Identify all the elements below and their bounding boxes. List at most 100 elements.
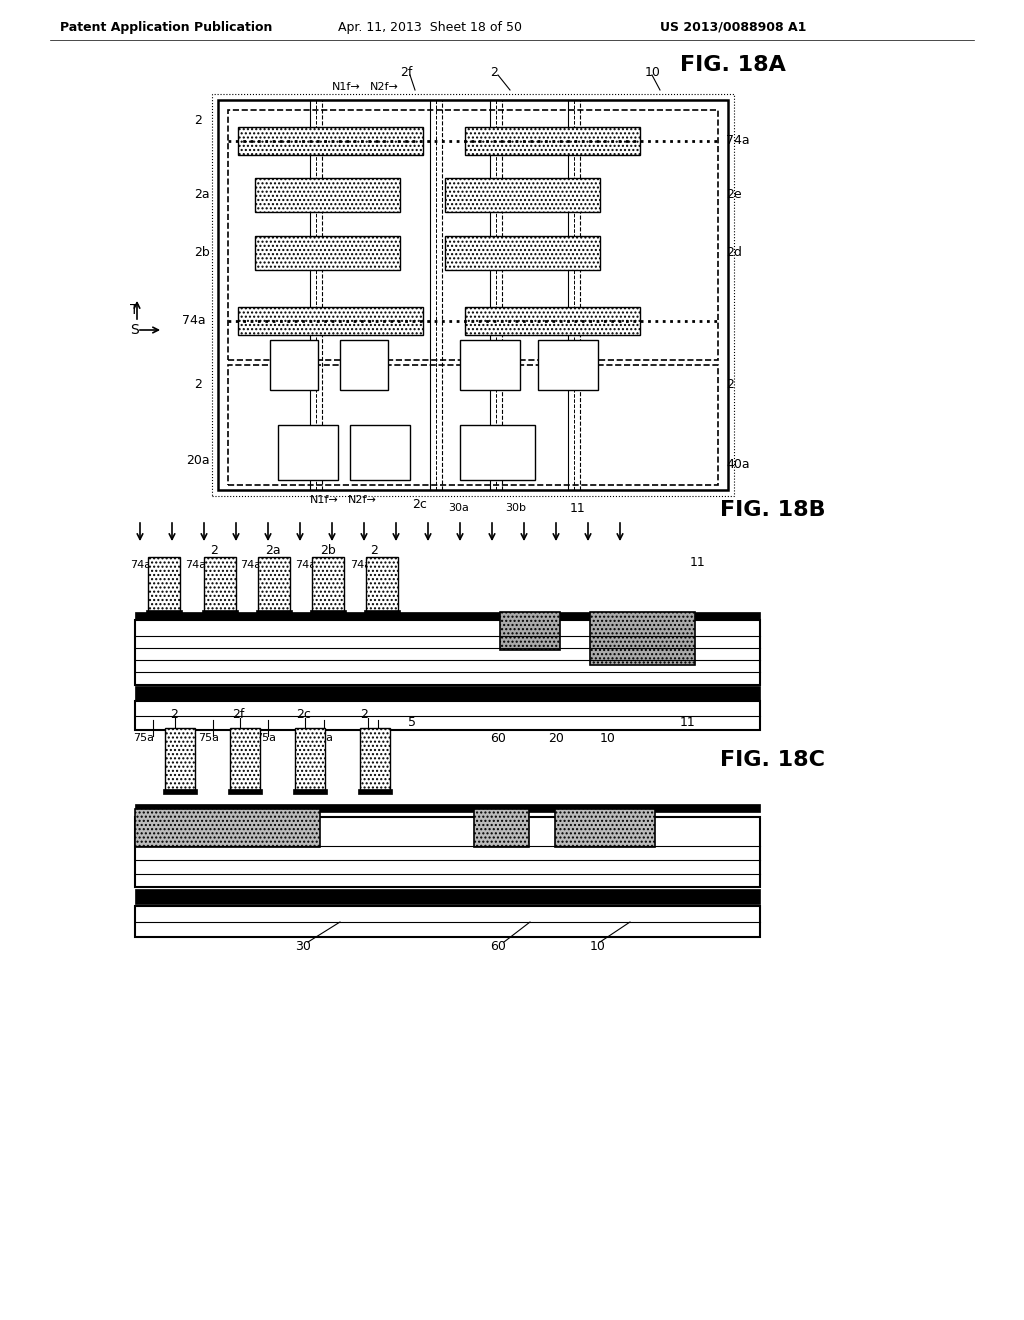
Bar	[135, 809, 319, 847]
Bar	[238, 308, 423, 335]
Text: N2f→: N2f→	[370, 82, 399, 92]
Text: 2b: 2b	[319, 544, 336, 557]
Text: 75a: 75a	[312, 733, 333, 743]
Text: FIG. 18A: FIG. 18A	[680, 55, 785, 75]
Bar	[165, 729, 195, 789]
Bar	[255, 178, 400, 213]
Bar	[465, 127, 640, 154]
Bar	[228, 366, 718, 484]
Text: 2: 2	[726, 378, 734, 391]
Text: 2a: 2a	[194, 189, 210, 202]
Text: 5: 5	[408, 717, 416, 730]
Bar	[366, 557, 398, 612]
Text: 2: 2	[360, 709, 368, 722]
Bar	[460, 425, 535, 480]
Bar	[500, 612, 560, 649]
Bar	[590, 612, 695, 665]
Text: 75a: 75a	[198, 733, 219, 743]
Bar	[256, 610, 292, 614]
Text: 11: 11	[690, 556, 706, 569]
Text: 2: 2	[194, 378, 202, 391]
Text: 2a: 2a	[265, 544, 281, 557]
Text: S: S	[130, 323, 138, 337]
Bar	[146, 610, 182, 614]
Text: 11: 11	[680, 715, 695, 729]
Bar	[135, 804, 760, 812]
Bar	[538, 341, 598, 389]
Bar	[270, 341, 318, 389]
Text: 60: 60	[490, 731, 506, 744]
Bar	[295, 729, 325, 789]
Bar	[445, 178, 600, 213]
Text: 2c: 2c	[296, 709, 311, 722]
Text: 30b: 30b	[505, 503, 526, 513]
Text: Apr. 11, 2013  Sheet 18 of 50: Apr. 11, 2013 Sheet 18 of 50	[338, 21, 522, 33]
Text: 60: 60	[490, 940, 506, 953]
Bar	[148, 557, 180, 612]
Text: FIG. 18B: FIG. 18B	[720, 500, 825, 520]
Bar	[135, 906, 760, 937]
Bar	[218, 100, 728, 490]
Text: US 2013/0088908 A1: US 2013/0088908 A1	[660, 21, 806, 33]
Bar	[230, 729, 260, 789]
Text: 30: 30	[295, 940, 311, 953]
Text: 10: 10	[645, 66, 660, 78]
Text: 2: 2	[210, 544, 218, 557]
Text: 2b: 2b	[194, 247, 210, 260]
Bar	[364, 610, 400, 614]
Text: 74a: 74a	[185, 560, 206, 570]
Text: 10: 10	[600, 731, 615, 744]
Bar	[360, 729, 390, 789]
Bar	[228, 789, 262, 795]
Bar	[258, 557, 290, 612]
Text: 74a: 74a	[350, 560, 371, 570]
Text: 30a: 30a	[449, 503, 469, 513]
Bar	[310, 610, 346, 614]
Bar	[340, 341, 388, 389]
Text: 2e: 2e	[726, 189, 741, 202]
Bar	[202, 610, 238, 614]
Bar	[255, 236, 400, 271]
Bar	[358, 789, 392, 795]
Bar	[135, 888, 760, 904]
Text: 74a: 74a	[182, 314, 206, 327]
Text: 74a: 74a	[726, 135, 750, 148]
Text: 2: 2	[490, 66, 498, 78]
Bar	[204, 557, 236, 612]
Text: 75a: 75a	[365, 733, 386, 743]
Text: 5: 5	[165, 743, 172, 752]
Text: 74a: 74a	[130, 560, 152, 570]
Bar	[312, 557, 344, 612]
Text: 75a: 75a	[133, 733, 154, 743]
Text: N1f→: N1f→	[332, 82, 360, 92]
Bar	[555, 809, 655, 847]
Text: 40a: 40a	[726, 458, 750, 471]
Text: 2f: 2f	[400, 66, 413, 78]
Text: 2: 2	[194, 114, 202, 127]
Text: 2c: 2c	[412, 498, 427, 511]
Text: Patent Application Publication: Patent Application Publication	[60, 21, 272, 33]
Bar	[278, 425, 338, 480]
Text: 2d: 2d	[726, 247, 741, 260]
Bar	[445, 236, 600, 271]
Bar	[135, 701, 760, 730]
Text: 20: 20	[548, 731, 564, 744]
Bar	[350, 425, 410, 480]
Text: FIG. 18C: FIG. 18C	[720, 750, 825, 770]
Bar	[228, 110, 718, 360]
Bar	[135, 686, 760, 700]
Bar	[212, 94, 734, 496]
Bar	[135, 612, 760, 620]
Bar	[293, 789, 327, 795]
Bar	[135, 620, 760, 685]
Text: 2f: 2f	[232, 709, 245, 722]
Text: 20a: 20a	[186, 454, 210, 466]
Bar	[238, 127, 423, 154]
Text: N2f→: N2f→	[348, 495, 377, 506]
Bar	[460, 341, 520, 389]
Text: 11: 11	[570, 502, 586, 515]
Text: 74a: 74a	[240, 560, 261, 570]
Bar	[135, 817, 760, 887]
Text: 75a: 75a	[255, 733, 276, 743]
Text: 2: 2	[370, 544, 378, 557]
